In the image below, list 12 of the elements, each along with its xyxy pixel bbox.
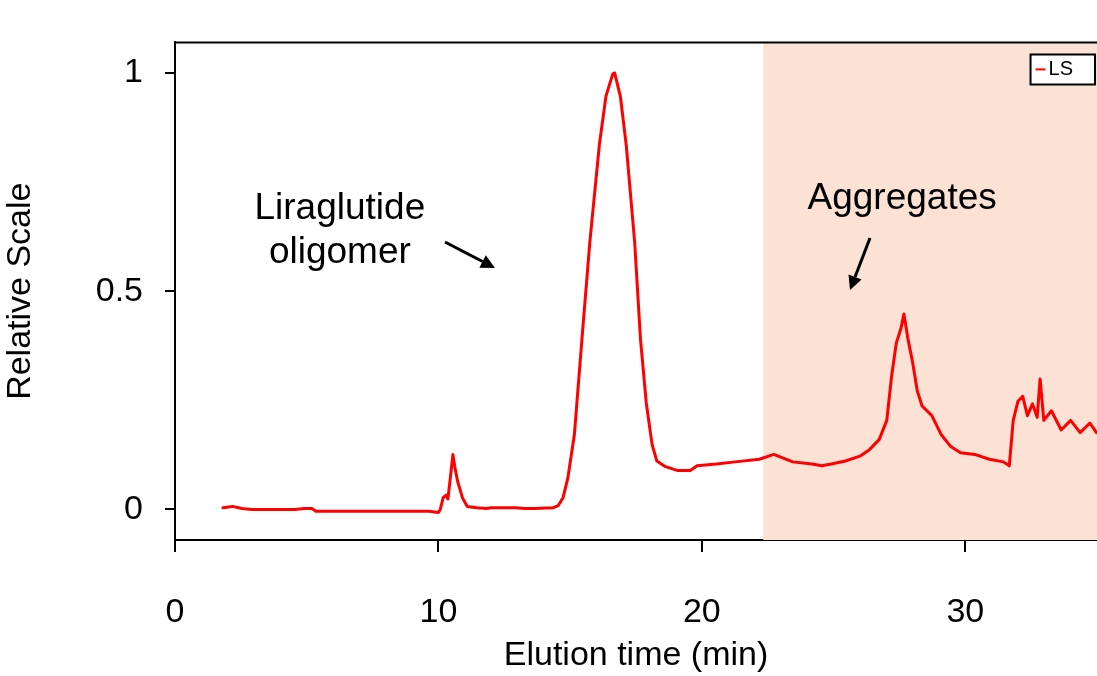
annotation: Aggregates [807,175,997,219]
x-axis-title: Elution time (min) [503,633,769,672]
x-tick-label: 30 [946,590,985,629]
x-tick-label: 10 [419,590,458,629]
annotation: Liraglutide oligomer [254,185,426,274]
y-tick-label: 1 [124,51,143,90]
x-tick-label: 20 [682,590,721,629]
legend-label: LS [1048,56,1074,79]
y-tick-label: 0 [124,487,143,526]
y-axis-title: Relative Scale [0,182,37,400]
x-tick-label: 0 [165,590,185,629]
y-tick-label: 0.5 [95,269,143,308]
